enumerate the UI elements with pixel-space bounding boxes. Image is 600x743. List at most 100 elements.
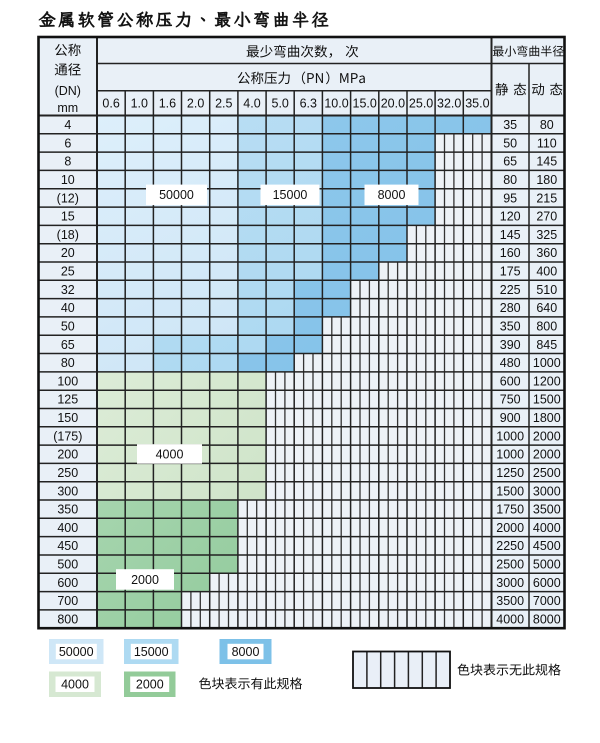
svg-text:250: 250 xyxy=(57,466,78,480)
svg-text:6: 6 xyxy=(64,136,71,150)
svg-text:6.3: 6.3 xyxy=(300,97,317,111)
svg-text:325: 325 xyxy=(536,228,557,242)
svg-text:32: 32 xyxy=(61,283,75,297)
svg-text:1000: 1000 xyxy=(496,448,524,462)
svg-text:8: 8 xyxy=(64,155,71,169)
svg-text:1000: 1000 xyxy=(533,356,561,370)
svg-text:20.0: 20.0 xyxy=(381,97,405,111)
svg-text:4.0: 4.0 xyxy=(243,97,260,111)
svg-text:300: 300 xyxy=(57,484,78,498)
svg-text:600: 600 xyxy=(500,374,521,388)
svg-text:5000: 5000 xyxy=(533,558,561,572)
svg-text:110: 110 xyxy=(537,136,557,150)
svg-text:100: 100 xyxy=(57,374,78,388)
svg-text:900: 900 xyxy=(500,411,521,425)
svg-text:400: 400 xyxy=(57,521,78,535)
svg-text:120: 120 xyxy=(500,210,521,224)
svg-text:4000: 4000 xyxy=(496,612,524,626)
svg-text:4: 4 xyxy=(64,118,71,132)
svg-text:4000: 4000 xyxy=(156,447,184,461)
svg-text:350: 350 xyxy=(57,503,78,517)
svg-text:mm: mm xyxy=(57,101,78,115)
svg-text:8000: 8000 xyxy=(378,188,406,202)
svg-text:3500: 3500 xyxy=(533,503,561,517)
svg-text:15000: 15000 xyxy=(134,645,169,659)
svg-text:1500: 1500 xyxy=(533,393,561,407)
svg-text:40: 40 xyxy=(61,301,75,315)
svg-text:50000: 50000 xyxy=(159,188,194,202)
svg-text:4000: 4000 xyxy=(533,521,561,535)
svg-text:2000: 2000 xyxy=(131,573,159,587)
svg-text:3500: 3500 xyxy=(496,594,524,608)
svg-text:500: 500 xyxy=(57,558,78,572)
svg-text:80: 80 xyxy=(503,173,517,187)
svg-text:160: 160 xyxy=(500,246,521,260)
svg-text:2250: 2250 xyxy=(496,539,524,553)
svg-text:32.0: 32.0 xyxy=(437,97,461,111)
svg-text:0.6: 0.6 xyxy=(102,97,119,111)
svg-text:450: 450 xyxy=(57,539,78,553)
svg-text:8000: 8000 xyxy=(533,612,561,626)
svg-text:1200: 1200 xyxy=(533,374,561,388)
svg-text:1.0: 1.0 xyxy=(131,97,148,111)
svg-text:50: 50 xyxy=(61,320,75,334)
svg-text:2000: 2000 xyxy=(533,429,561,443)
svg-text:6000: 6000 xyxy=(533,576,561,590)
svg-text:390: 390 xyxy=(500,338,521,352)
svg-text:750: 750 xyxy=(500,393,521,407)
svg-text:35: 35 xyxy=(503,118,517,132)
svg-text:80: 80 xyxy=(540,118,554,132)
svg-text:2.0: 2.0 xyxy=(187,97,204,111)
svg-text:1000: 1000 xyxy=(496,429,524,443)
svg-text:270: 270 xyxy=(536,210,557,224)
svg-text:(175): (175) xyxy=(53,429,82,443)
svg-text:4500: 4500 xyxy=(533,539,561,553)
svg-text:400: 400 xyxy=(536,265,557,279)
svg-text:7000: 7000 xyxy=(533,594,561,608)
svg-text:640: 640 xyxy=(536,301,557,315)
svg-text:175: 175 xyxy=(500,265,521,279)
svg-text:50000: 50000 xyxy=(59,645,94,659)
svg-text:15.0: 15.0 xyxy=(353,97,377,111)
svg-text:2500: 2500 xyxy=(496,558,524,572)
svg-text:280: 280 xyxy=(500,301,521,315)
svg-text:2500: 2500 xyxy=(533,466,561,480)
svg-text:145: 145 xyxy=(500,228,521,242)
svg-text:800: 800 xyxy=(536,320,557,334)
svg-text:200: 200 xyxy=(57,448,78,462)
svg-text:1500: 1500 xyxy=(496,484,524,498)
svg-text:480: 480 xyxy=(500,356,521,370)
svg-text:800: 800 xyxy=(57,612,78,626)
svg-text:(12): (12) xyxy=(57,191,79,205)
svg-text:15: 15 xyxy=(61,210,75,224)
svg-text:600: 600 xyxy=(57,576,78,590)
svg-text:5.0: 5.0 xyxy=(272,97,289,111)
svg-text:35.0: 35.0 xyxy=(465,97,489,111)
svg-text:8000: 8000 xyxy=(232,645,260,659)
svg-text:10: 10 xyxy=(61,173,75,187)
svg-text:(DN): (DN) xyxy=(55,84,81,98)
svg-text:20: 20 xyxy=(61,246,75,260)
svg-text:65: 65 xyxy=(61,338,75,352)
svg-text:1800: 1800 xyxy=(533,411,561,425)
svg-text:1750: 1750 xyxy=(496,503,524,517)
svg-text:25: 25 xyxy=(61,265,75,279)
svg-text:350: 350 xyxy=(500,320,521,334)
svg-text:510: 510 xyxy=(536,283,557,297)
svg-text:2000: 2000 xyxy=(496,521,524,535)
svg-text:125: 125 xyxy=(57,393,78,407)
svg-text:95: 95 xyxy=(503,191,517,205)
svg-text:145: 145 xyxy=(536,155,557,169)
svg-text:225: 225 xyxy=(500,283,521,297)
svg-text:4000: 4000 xyxy=(61,678,89,692)
svg-text:(18): (18) xyxy=(57,228,79,242)
svg-text:180: 180 xyxy=(536,173,557,187)
svg-text:50: 50 xyxy=(503,136,517,150)
svg-text:700: 700 xyxy=(57,594,78,608)
svg-text:3000: 3000 xyxy=(533,484,561,498)
svg-text:2.5: 2.5 xyxy=(215,97,232,111)
svg-text:10.0: 10.0 xyxy=(324,97,348,111)
svg-text:25.0: 25.0 xyxy=(409,97,433,111)
svg-text:3000: 3000 xyxy=(496,576,524,590)
svg-text:845: 845 xyxy=(536,338,557,352)
